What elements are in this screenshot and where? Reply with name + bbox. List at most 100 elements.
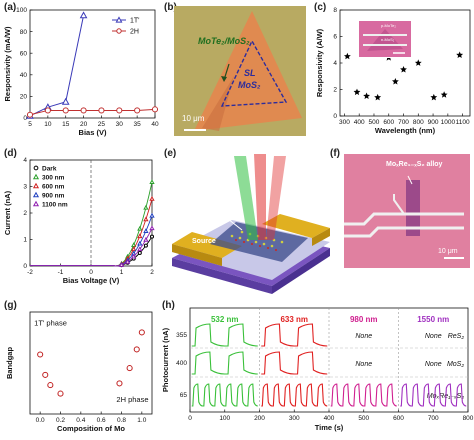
x-tick-label: 400 [354, 119, 365, 126]
none-label: None [425, 333, 442, 340]
y-tick-label: 0 [23, 115, 27, 122]
chart-g: 0.0 0.2 0.4 0.6 0.8 1.0 Composition of Mo Bandg… [5, 311, 153, 433]
photocurrent-trace [261, 351, 328, 375]
panel-g: (g) 0.0 0.2 0.4 0.6 0.8 1.0 Composition of Mo B… [0, 300, 160, 440]
legend-marker [32, 191, 40, 198]
y-tick-label: 4 [333, 60, 337, 67]
data-point [118, 262, 125, 267]
x-tick-label: 300 [339, 119, 350, 126]
photocurrent-trace [191, 383, 258, 407]
data-point [137, 246, 143, 252]
data-point [149, 196, 155, 201]
y-axis-label: Responsivity (A/W) [315, 28, 324, 97]
y-axis-label: Photocurrent (nA) [161, 327, 170, 392]
data-point [430, 93, 438, 101]
x-tick-label: 700 [428, 415, 439, 422]
x-tick-label: -1 [58, 269, 64, 276]
panel-label-a: (a) [4, 2, 17, 13]
x-tick-label: 600 [383, 119, 394, 126]
photocurrent-trace [261, 323, 328, 347]
data-point [79, 11, 88, 19]
panel-label-f: (f) [330, 148, 340, 159]
x-tick-label: 0.6 [97, 417, 106, 424]
panel-label-g: (g) [4, 300, 17, 311]
x-axis-label: Time (s) [315, 423, 344, 432]
x-tick-label: -2 [27, 269, 33, 276]
panel-label-h: (h) [162, 300, 175, 311]
inset-label-n: n-MoS₂ [381, 37, 395, 42]
chart-d: -2 -1 0 1 2 0 1 2 3 4 Bias Voltage (V) Current (nA)… [3, 157, 155, 285]
y-tick-label: 0 [333, 113, 337, 120]
y-tick-label: 4 [23, 157, 27, 164]
scale-bar-label-f: 10 μm [438, 248, 458, 255]
x-tick-label: 0.4 [76, 417, 85, 424]
x-tick-label: 1 [120, 269, 124, 276]
y-axis-label: Current (nA) [3, 190, 12, 235]
photocurrent-trace [330, 383, 397, 407]
inset-image-c: p-MoTe₂ n-MoS₂ [358, 20, 412, 58]
x-tick-label: 500 [369, 119, 380, 126]
x-tick-label: 40 [151, 121, 159, 128]
x-tick-label: 300 [289, 415, 300, 422]
data-point [116, 380, 123, 387]
data-point [26, 111, 34, 118]
x-axis-label: Bias Voltage (V) [63, 276, 120, 285]
source-label: Source [192, 238, 216, 245]
data-point [133, 346, 140, 353]
x-tick-label: 10 [44, 121, 52, 128]
wavelength-label: 532 nm [211, 315, 239, 324]
series-line-1T' [29, 15, 85, 117]
y-tick-label: 60 [20, 50, 28, 57]
legend-entry: 1100 nm [42, 202, 68, 209]
data-point [62, 107, 69, 114]
annotation-2h-phase: 2H phase [116, 395, 148, 404]
x-tick-label: 15 [62, 121, 70, 128]
chart-c: 300 400 500 600 700 800 900 1000 1100 0 2 4 6 8 Wavele… [315, 7, 471, 135]
alloy-label-e: MoₓRe₁₋ₓS₂ alloy [172, 205, 229, 212]
legend-entry: 900 nm [42, 193, 65, 200]
plot-frame [29, 311, 153, 415]
panel-f: (f) MoₓRe₁₋ₓS₂ alloy 10 μm [330, 148, 474, 298]
data-point [414, 59, 422, 66]
x-tick-label: 500 [358, 415, 369, 422]
annotation-1t-phase: 1T' phase [34, 319, 67, 328]
x-tick-label: 5 [28, 121, 32, 128]
y-tick-label: 100 [16, 7, 27, 14]
data-point [149, 225, 155, 231]
legend-marker [32, 173, 40, 180]
data-point [143, 228, 149, 233]
data-point [151, 106, 159, 113]
x-tick-label: 0.8 [117, 417, 126, 424]
panel-c: (c) 300 400 500 600 700 800 900 1000 1100 0 2 4 6 8 Wa… [312, 0, 474, 148]
data-point [44, 107, 51, 114]
x-axis-label: Composition of Mo [57, 424, 125, 433]
data-point [353, 88, 361, 96]
x-tick-label: 30 [116, 121, 124, 128]
x-tick-label: 1100 [456, 119, 470, 126]
data-point [126, 365, 133, 372]
x-tick-label: 800 [413, 119, 424, 126]
x-tick-label: 200 [254, 415, 265, 422]
y-tick-label: 8 [333, 7, 337, 14]
panel-b: (b) MoTe₂/MoS₂ SL MoS₂ 10 μm [162, 0, 310, 148]
row-scale-label: 355 [176, 332, 187, 339]
x-axis-label: Wavelength (nm) [375, 126, 436, 135]
x-tick-label: 1000 [441, 119, 456, 126]
scale-bar-label: 10 μm [182, 114, 205, 123]
x-tick-label: 900 [428, 119, 439, 126]
data-point [98, 107, 105, 114]
chart-a: 5 10 15 20 25 30 35 40 0 20 40 60 80 100 Bias (V) Respo… [3, 7, 159, 137]
legend-marker [32, 200, 40, 207]
data-point [344, 52, 351, 60]
x-tick-label: 100 [219, 415, 230, 422]
data-point [456, 51, 464, 58]
heterojunction-label: MoTe₂/MoS₂ [198, 36, 250, 46]
panel-label-e: (e) [164, 148, 177, 159]
alloy-label-f: MoₓRe₁₋ₓS₂ alloy [386, 161, 443, 168]
y-axis-label: Bandgap [5, 347, 14, 380]
optical-image-f: MoₓRe₁₋ₓS₂ alloy 10 μm [344, 154, 470, 268]
data-point [374, 93, 382, 101]
x-tick-label: 400 [324, 415, 335, 422]
data-point [42, 371, 49, 378]
y-tick-label: 3 [23, 184, 27, 191]
